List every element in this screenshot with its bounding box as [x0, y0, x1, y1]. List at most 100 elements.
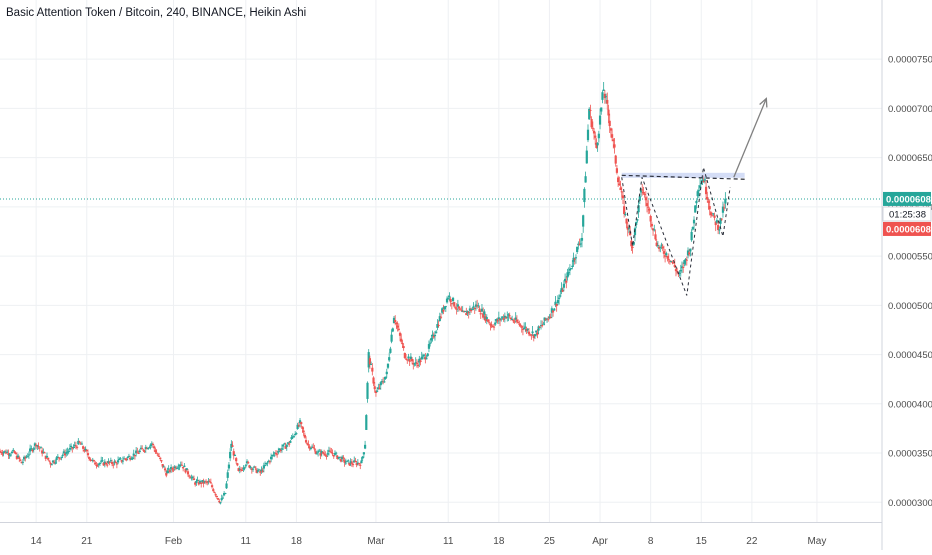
- candle-body: [702, 180, 705, 183]
- candle-body: [560, 288, 563, 292]
- candle-body: [200, 482, 203, 485]
- candle-body: [162, 466, 165, 468]
- candle-body: [695, 200, 698, 204]
- candle-body: [584, 176, 587, 183]
- drawing-annotations[interactable]: [621, 97, 768, 296]
- candle-body: [397, 328, 400, 330]
- candle-body: [470, 309, 473, 312]
- candle-body: [50, 464, 53, 466]
- candle-body: [402, 346, 405, 349]
- candle-body: [654, 234, 657, 240]
- candle-body: [8, 454, 11, 456]
- candle-body: [172, 469, 175, 471]
- candle-body: [577, 243, 580, 246]
- candle-body: [212, 489, 215, 492]
- candle-body: [49, 462, 52, 465]
- candle-body: [721, 206, 725, 213]
- candle-body: [612, 139, 615, 142]
- candle-body: [210, 485, 214, 488]
- candle-body: [676, 271, 679, 273]
- candle-body: [613, 144, 616, 148]
- candle-body: [439, 316, 443, 318]
- candle-body: [384, 376, 387, 379]
- candle-body: [272, 454, 275, 456]
- candle-body: [414, 362, 417, 364]
- candle-body: [309, 448, 312, 450]
- candle-body: [108, 461, 111, 463]
- candle-body: [623, 206, 626, 215]
- candle-body: [257, 469, 261, 471]
- candle-body: [250, 468, 253, 470]
- candle-body: [255, 469, 258, 473]
- candle-body: [609, 128, 612, 131]
- candle-body: [227, 464, 231, 469]
- candle-body: [415, 362, 419, 364]
- candle-body: [538, 326, 541, 328]
- candle-body: [555, 303, 558, 307]
- candle-body: [203, 481, 206, 483]
- candle-body: [600, 107, 603, 112]
- candle-body: [682, 267, 685, 269]
- candle-body: [576, 246, 579, 253]
- candle-body: [104, 462, 108, 465]
- candle-body: [6, 451, 9, 453]
- candle-body: [297, 425, 300, 427]
- candle-body: [696, 191, 699, 197]
- candle-body: [90, 460, 93, 462]
- candle-body: [338, 456, 341, 458]
- candle-body: [218, 500, 221, 503]
- candle-body: [229, 451, 232, 459]
- candle-body: [44, 455, 47, 459]
- candle-body: [603, 93, 606, 99]
- candle-body: [148, 447, 151, 449]
- price-tags: 0.00006080 01:25:38 0.00006080: [882, 191, 932, 236]
- candle-body: [591, 127, 594, 129]
- candle-body: [177, 467, 180, 469]
- candle-body: [720, 218, 723, 220]
- candle-body: [120, 460, 123, 462]
- candle-body: [138, 450, 141, 453]
- candle-body: [116, 460, 120, 463]
- candle-body: [65, 452, 68, 454]
- candle-body: [620, 191, 623, 193]
- candle-body: [18, 457, 21, 459]
- candle-body: [57, 457, 61, 459]
- candle-body: [698, 185, 702, 188]
- candle-body: [533, 334, 537, 337]
- candle-body: [190, 477, 193, 479]
- countdown-tag: [882, 206, 932, 222]
- candle-body: [129, 457, 132, 460]
- candle-body: [169, 467, 173, 470]
- candle-body: [137, 453, 140, 455]
- candle-body: [186, 471, 190, 475]
- candle-body: [232, 451, 235, 456]
- candle-body: [429, 342, 432, 344]
- candle-body: [724, 198, 727, 204]
- candle-body: [433, 334, 437, 337]
- candle-body: [83, 450, 86, 452]
- candle-body: [244, 465, 247, 467]
- candle-body: [714, 221, 717, 226]
- candle-body: [10, 451, 14, 454]
- x-tick-label: 15: [696, 536, 708, 547]
- candle-body: [530, 334, 533, 336]
- candle-body: [396, 325, 399, 328]
- price-axis[interactable]: 0.000075000.000070000.000065000.00006000…: [881, 0, 932, 550]
- candle-body: [571, 265, 574, 267]
- candle-body: [568, 268, 572, 271]
- candle-body: [165, 472, 168, 476]
- time-axis[interactable]: 14 21 Feb 11 18 Mar 11 18 25 Apr 8 15 22 May: [0, 522, 882, 548]
- candle-body: [378, 387, 381, 389]
- candle-body: [670, 260, 673, 262]
- candle-body: [73, 444, 76, 446]
- candle-body: [447, 297, 450, 299]
- x-tick-label: 11: [241, 536, 252, 547]
- candle-body: [413, 363, 416, 365]
- candle-body: [595, 142, 598, 148]
- candle-body: [504, 317, 508, 319]
- last-price-label: 0.00006080: [886, 194, 932, 205]
